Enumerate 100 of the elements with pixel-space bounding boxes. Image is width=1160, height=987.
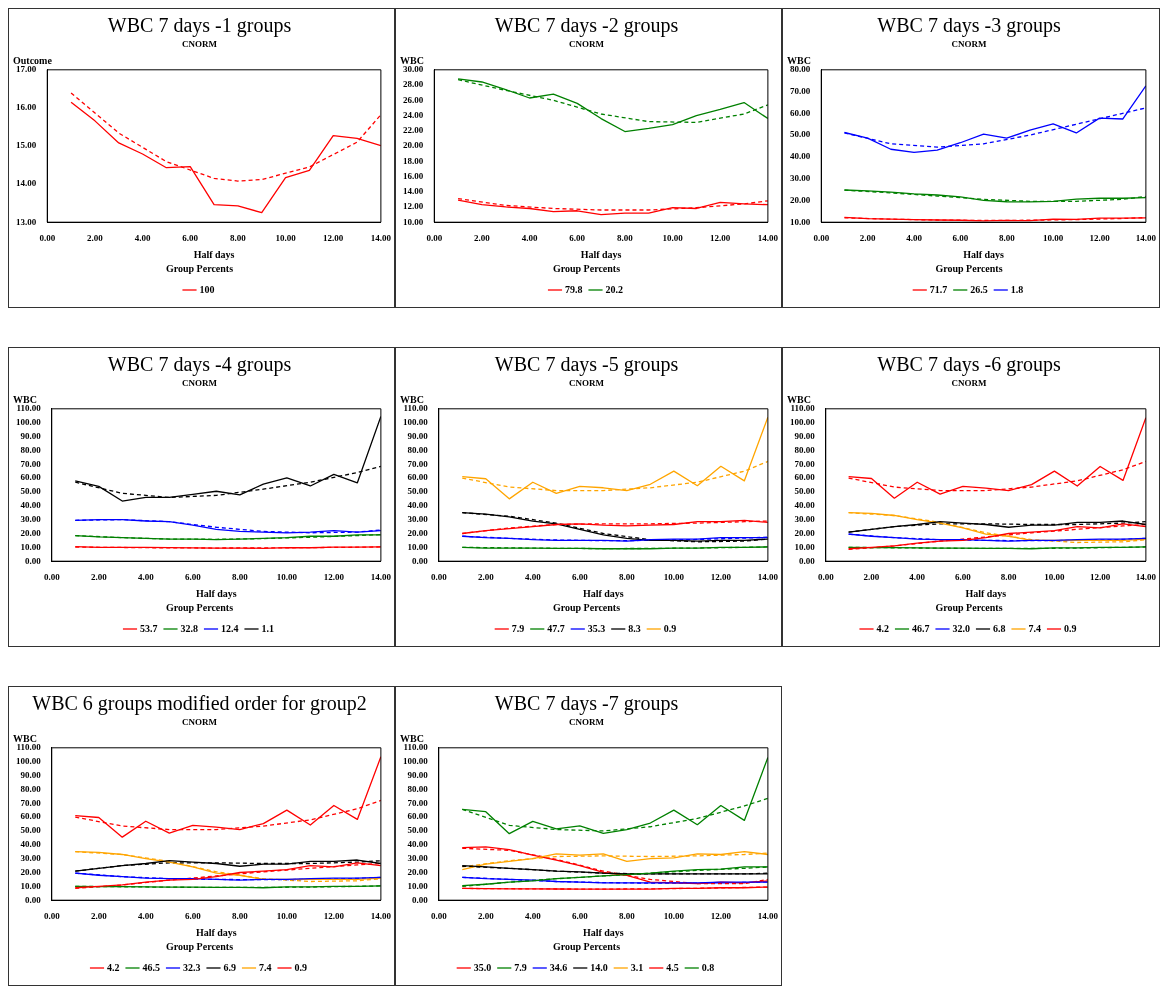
x-tick-label: 6.00 xyxy=(569,232,586,243)
y-tick-label: 40.00 xyxy=(20,500,42,511)
y-tick-label: 60.00 xyxy=(794,472,816,483)
y-tick-label: 0.00 xyxy=(25,894,42,905)
y-tick-label: 110.00 xyxy=(16,403,42,414)
y-tick-label: 90.00 xyxy=(407,769,429,780)
x-tick-label: 0.00 xyxy=(426,232,443,243)
y-tick-label: 80.00 xyxy=(20,444,42,455)
y-tick-label: 80.00 xyxy=(790,64,811,75)
legend-label: 0.8 xyxy=(701,961,715,973)
x-tick-label: 0.00 xyxy=(817,571,835,582)
x-tick-label: 4.00 xyxy=(909,571,926,582)
y-tick-label: 10.00 xyxy=(20,541,42,552)
y-tick-label: 20.00 xyxy=(407,866,429,877)
y-tick-label: 20.00 xyxy=(790,194,811,205)
x-tick-label: 4.00 xyxy=(906,232,923,243)
x-tick-label: 2.00 xyxy=(474,232,491,243)
legend-label: 0.9 xyxy=(1064,622,1077,634)
y-tick-label: 20.00 xyxy=(794,527,816,538)
y-tick-label: 100.00 xyxy=(403,755,429,766)
x-tick-label: 12.00 xyxy=(1089,232,1111,243)
x-tick-label: 10.00 xyxy=(662,232,684,243)
y-tick-label: 10.00 xyxy=(794,541,816,552)
y-tick-label: 14.00 xyxy=(403,186,424,197)
legend-label: 32.8 xyxy=(180,622,198,634)
y-tick-label: 40.00 xyxy=(794,500,816,511)
chart-subtitle: CNORM xyxy=(569,716,605,727)
x-tick-label: 0.00 xyxy=(43,571,61,582)
y-tick-label: 60.00 xyxy=(407,811,429,822)
y-tick-label: 50.00 xyxy=(407,486,429,497)
y-tick-label: 16.00 xyxy=(403,170,424,181)
y-tick-label: 80.00 xyxy=(20,783,42,794)
y-tick-label: 30.00 xyxy=(20,852,42,863)
y-tick-label: 60.00 xyxy=(407,472,429,483)
y-tick-label: 30.00 xyxy=(407,852,429,863)
y-tick-label: 60.00 xyxy=(790,107,811,118)
y-tick-label: 26.00 xyxy=(403,94,424,105)
chart-subtitle: CNORM xyxy=(569,377,605,388)
legend-title: Group Percents xyxy=(552,601,621,613)
legend-label: 0.9 xyxy=(294,961,307,973)
legend-label: 12.4 xyxy=(221,622,239,634)
x-tick-label: 6.00 xyxy=(571,571,589,582)
chart-subtitle: CNORM xyxy=(569,38,605,49)
x-tick-label: 0.00 xyxy=(43,910,61,921)
x-axis-title: Half days xyxy=(195,587,237,599)
legend-label: 14.0 xyxy=(590,961,608,973)
y-tick-label: 90.00 xyxy=(794,430,816,441)
x-tick-label: 14.00 xyxy=(370,232,392,243)
x-tick-label: 8.00 xyxy=(231,910,249,921)
y-axis-title: Outcome xyxy=(13,55,53,67)
legend-title: Group Percents xyxy=(552,940,621,952)
legend-label: 71.7 xyxy=(929,283,948,295)
x-tick-label: 12.00 xyxy=(710,910,732,921)
y-tick-label: 13.00 xyxy=(16,216,37,227)
y-tick-label: 20.00 xyxy=(403,140,424,151)
y-tick-label: 18.00 xyxy=(403,155,424,166)
x-tick-label: 8.00 xyxy=(618,571,636,582)
y-tick-label: 16.00 xyxy=(16,102,37,113)
y-tick-label: 20.00 xyxy=(20,527,42,538)
y-axis-title: WBC xyxy=(13,733,37,745)
y-tick-label: 90.00 xyxy=(20,769,42,780)
y-tick-label: 90.00 xyxy=(20,430,42,441)
x-tick-label: 6.00 xyxy=(952,232,969,243)
legend-label: 7.9 xyxy=(514,961,527,973)
chart-title: WBC 7 days -4 groups xyxy=(107,353,292,377)
legend-label: 26.5 xyxy=(970,283,988,295)
y-axis-title: WBC xyxy=(787,55,811,67)
y-axis-title: WBC xyxy=(13,394,37,406)
y-tick-label: 20.00 xyxy=(20,866,42,877)
y-tick-label: 30.00 xyxy=(794,513,816,524)
y-tick-label: 10.00 xyxy=(407,541,429,552)
chart-subtitle: CNORM xyxy=(182,377,218,388)
x-tick-label: 10.00 xyxy=(275,232,297,243)
y-tick-label: 0.00 xyxy=(412,894,429,905)
y-tick-label: 50.00 xyxy=(20,825,42,836)
x-tick-label: 0.00 xyxy=(430,910,448,921)
legend-label: 7.4 xyxy=(1028,622,1041,634)
legend-label: 6.8 xyxy=(993,622,1006,634)
y-tick-label: 80.00 xyxy=(407,444,429,455)
chart-title: WBC 7 days -5 groups xyxy=(494,353,679,377)
x-tick-label: 4.00 xyxy=(134,232,151,243)
x-tick-label: 10.00 xyxy=(276,910,298,921)
y-tick-label: 50.00 xyxy=(790,129,811,140)
x-tick-label: 14.00 xyxy=(1135,571,1157,582)
y-tick-label: 0.00 xyxy=(799,555,816,566)
x-tick-label: 2.00 xyxy=(863,571,880,582)
y-tick-label: 110.00 xyxy=(790,403,816,414)
x-tick-label: 4.00 xyxy=(524,571,542,582)
y-tick-label: 22.00 xyxy=(403,125,424,136)
y-axis-title: WBC xyxy=(400,733,424,745)
x-tick-label: 2.00 xyxy=(90,571,108,582)
legend-label: 1.1 xyxy=(261,622,274,634)
y-tick-label: 100.00 xyxy=(16,755,42,766)
x-axis-title: Half days xyxy=(193,248,235,260)
chart-subtitle: CNORM xyxy=(951,38,987,49)
y-tick-label: 15.00 xyxy=(16,140,37,151)
legend-label: 7.4 xyxy=(259,961,272,973)
y-tick-label: 20.00 xyxy=(407,527,429,538)
x-tick-label: 4.00 xyxy=(137,571,155,582)
y-tick-label: 0.00 xyxy=(25,555,42,566)
